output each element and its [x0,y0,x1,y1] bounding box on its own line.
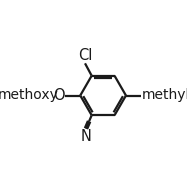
Text: methoxy: methoxy [0,88,59,103]
Text: O: O [53,88,65,103]
Text: Cl: Cl [78,48,92,63]
Text: methyl: methyl [142,88,187,103]
Text: N: N [81,129,91,144]
